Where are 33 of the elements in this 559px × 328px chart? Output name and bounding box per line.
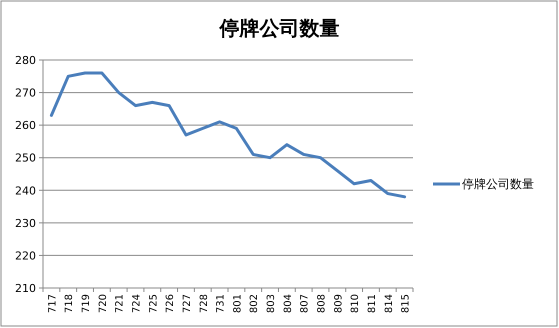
x-tick-label: 719 [81, 294, 92, 314]
y-tick-label: 240 [15, 184, 36, 198]
x-tick-label: 724 [132, 294, 142, 314]
x-tick-label: 804 [282, 294, 294, 314]
chart-title: 停牌公司数量 [218, 16, 340, 40]
x-tick-label: 814 [384, 294, 395, 314]
x-tick-label: 720 [98, 294, 109, 314]
x-tick-label: 807 [300, 294, 311, 314]
y-tick-label: 250 [15, 152, 36, 165]
x-tick-label: 811 [366, 294, 378, 314]
y-tick-label: 270 [15, 86, 36, 100]
y-tick-label: 280 [15, 54, 36, 67]
y-tick-label: 210 [15, 282, 36, 295]
x-tick-label: 809 [333, 294, 344, 314]
x-tick-label: 725 [148, 294, 160, 314]
y-tick-label: 230 [15, 216, 36, 230]
x-tick-label: 727 [182, 294, 193, 314]
x-tick-label: 801 [232, 294, 244, 314]
x-tick-label: 808 [316, 294, 328, 314]
x-tick-label: 731 [216, 294, 227, 314]
x-tick-label: 803 [266, 294, 278, 314]
x-tick-label: 802 [249, 294, 260, 314]
y-tick-label: 220 [15, 249, 36, 262]
x-tick-label: 726 [165, 294, 176, 314]
x-tick-label: 728 [198, 294, 210, 314]
x-tick-label: 815 [400, 294, 412, 314]
legend-label: 停牌公司数量 [462, 177, 534, 191]
x-tick-label: 718 [64, 294, 76, 314]
x-tick-label: 810 [350, 294, 362, 314]
x-tick-label: 721 [114, 294, 126, 314]
line-series [50, 72, 406, 198]
y-tick-label: 260 [15, 119, 36, 132]
x-tick-label: 717 [47, 294, 58, 314]
